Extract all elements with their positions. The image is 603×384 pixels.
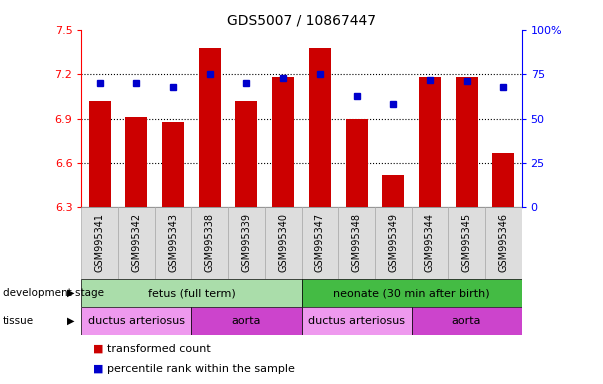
Bar bbox=[492, 152, 514, 207]
Text: GSM995345: GSM995345 bbox=[461, 213, 472, 272]
Text: tissue: tissue bbox=[3, 316, 34, 326]
Text: GSM995343: GSM995343 bbox=[168, 213, 178, 272]
Text: transformed count: transformed count bbox=[107, 344, 210, 354]
Bar bbox=[375, 207, 411, 279]
Bar bbox=[155, 207, 192, 279]
Bar bbox=[125, 117, 148, 207]
Text: percentile rank within the sample: percentile rank within the sample bbox=[107, 364, 295, 374]
Text: GSM995349: GSM995349 bbox=[388, 213, 398, 272]
Text: GSM995347: GSM995347 bbox=[315, 213, 325, 272]
Text: ■: ■ bbox=[93, 364, 104, 374]
Bar bbox=[228, 207, 265, 279]
Bar bbox=[302, 207, 338, 279]
Bar bbox=[419, 77, 441, 207]
Bar bbox=[118, 207, 155, 279]
Text: GSM995341: GSM995341 bbox=[95, 213, 105, 272]
Text: aorta: aorta bbox=[452, 316, 481, 326]
Bar bbox=[236, 101, 257, 207]
Bar bbox=[485, 207, 522, 279]
Text: ductus arteriosus: ductus arteriosus bbox=[308, 316, 405, 326]
Text: GSM995348: GSM995348 bbox=[352, 213, 362, 272]
Bar bbox=[411, 307, 522, 335]
Text: fetus (full term): fetus (full term) bbox=[148, 288, 235, 298]
Bar bbox=[302, 307, 411, 335]
Bar bbox=[81, 279, 302, 307]
Text: ▶: ▶ bbox=[67, 316, 74, 326]
Bar bbox=[192, 307, 302, 335]
Text: GSM995338: GSM995338 bbox=[205, 213, 215, 272]
Bar bbox=[89, 101, 111, 207]
Text: GSM995344: GSM995344 bbox=[425, 213, 435, 272]
Bar bbox=[81, 207, 118, 279]
Bar bbox=[199, 48, 221, 207]
Bar bbox=[302, 279, 522, 307]
Text: GSM995339: GSM995339 bbox=[241, 213, 251, 272]
Bar bbox=[346, 119, 368, 207]
Text: GSM995340: GSM995340 bbox=[278, 213, 288, 272]
Bar bbox=[382, 175, 404, 207]
Text: ▶: ▶ bbox=[67, 288, 74, 298]
Bar bbox=[448, 207, 485, 279]
Text: GSM995346: GSM995346 bbox=[498, 213, 508, 272]
Bar bbox=[338, 207, 375, 279]
Bar bbox=[265, 207, 302, 279]
Title: GDS5007 / 10867447: GDS5007 / 10867447 bbox=[227, 13, 376, 27]
Bar bbox=[162, 121, 184, 207]
Bar bbox=[309, 48, 331, 207]
Bar bbox=[192, 207, 228, 279]
Text: ■: ■ bbox=[93, 344, 104, 354]
Text: neonate (30 min after birth): neonate (30 min after birth) bbox=[333, 288, 490, 298]
Text: aorta: aorta bbox=[232, 316, 261, 326]
Bar bbox=[456, 77, 478, 207]
Bar bbox=[272, 77, 294, 207]
Text: development stage: development stage bbox=[3, 288, 104, 298]
Text: ductus arteriosus: ductus arteriosus bbox=[88, 316, 185, 326]
Text: GSM995342: GSM995342 bbox=[131, 213, 142, 272]
Bar bbox=[81, 307, 192, 335]
Bar bbox=[411, 207, 448, 279]
